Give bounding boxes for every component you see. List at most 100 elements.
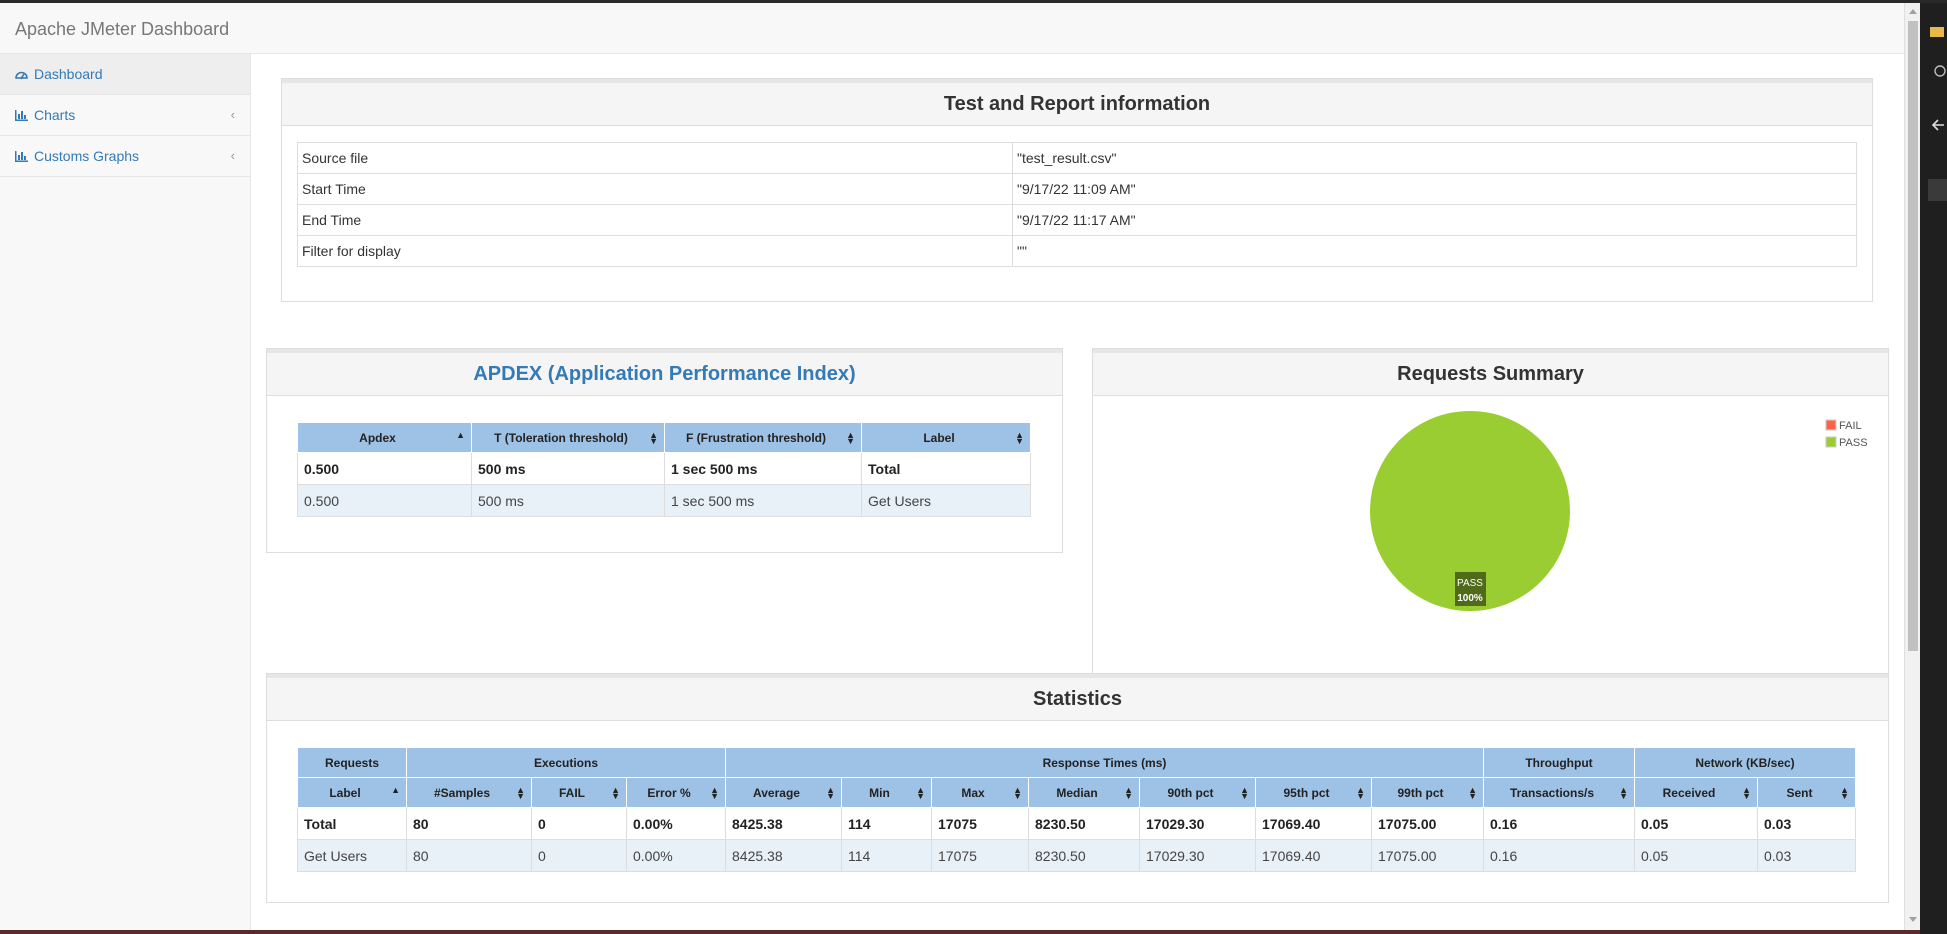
table-cell: 17069.40 <box>1255 839 1372 872</box>
column-header-fail[interactable]: FAIL ▲ ▼ <box>531 777 627 808</box>
table-cell: 80 <box>406 807 532 840</box>
table-cell: 0 <box>531 839 627 872</box>
scroll-up-icon[interactable] <box>1909 9 1917 14</box>
table-cell: 0.00% <box>626 839 726 872</box>
table-cell: Get Users <box>861 484 1031 517</box>
sort-icon: ▲ ▼ <box>826 785 835 801</box>
table-cell: Total <box>297 807 407 840</box>
pie-percent: 100% <box>1457 593 1483 604</box>
legend-label-pass[interactable]: PASS <box>1839 437 1868 449</box>
column-header-received[interactable]: Received ▲ ▼ <box>1634 777 1758 808</box>
table-row: 0.500 500 ms 1 sec 500 ms Total <box>297 452 1031 485</box>
sidebar-item-label: Dashboard <box>34 66 103 82</box>
bar-chart-icon <box>15 109 28 121</box>
sort-asc-icon: ▲ <box>391 785 400 795</box>
table-cell: 0.03 <box>1757 839 1856 872</box>
group-header-throughput: Throughput <box>1483 747 1635 778</box>
info-value: "9/17/22 11:09 AM" <box>1012 173 1857 205</box>
column-header-min[interactable]: Min ▲ ▼ <box>841 777 932 808</box>
table-cell: 500 ms <box>471 484 665 517</box>
info-key: Start Time <box>297 173 1013 205</box>
sort-icon: ▲ ▼ <box>649 430 658 446</box>
table-group-header-row: Requests Executions Response Times (ms) … <box>297 747 1856 778</box>
legend-swatch-fail <box>1825 419 1837 431</box>
column-header-toleration[interactable]: T (Toleration threshold) ▲ ▼ <box>471 422 665 453</box>
info-value: "" <box>1012 235 1857 267</box>
sort-icon: ▲ ▼ <box>1468 785 1477 801</box>
arrow-left-icon <box>1931 119 1944 131</box>
pie-slice-pass[interactable] <box>1370 411 1570 611</box>
column-header-95th-pct[interactable]: 95th pct ▲ ▼ <box>1255 777 1372 808</box>
column-header-samples[interactable]: #Samples ▲ ▼ <box>406 777 532 808</box>
legend-label-fail[interactable]: FAIL <box>1839 420 1862 432</box>
sort-icon: ▲ ▼ <box>1124 785 1133 801</box>
pie-label-box <box>1455 572 1486 606</box>
sort-icon: ▲ ▼ <box>1356 785 1365 801</box>
sidebar-item-label: Customs Graphs <box>34 148 140 164</box>
sort-icon: ▲ ▼ <box>1015 430 1024 446</box>
sidebar: Dashboard Charts ‹ Customs Graphs ‹ <box>0 54 251 934</box>
sidebar-item-customs-graphs[interactable]: Customs Graphs ‹ <box>0 136 250 177</box>
table-cell: 80 <box>406 839 532 872</box>
window-bottom-border <box>0 930 1920 934</box>
table-row: Start Time "9/17/22 11:09 AM" <box>297 173 1857 205</box>
sort-icon: ▲ ▼ <box>1619 785 1628 801</box>
folder-icon <box>1930 27 1944 37</box>
table-cell: 17075.00 <box>1371 807 1484 840</box>
apdex-table: Apdex ▲ T (Toleration threshold) ▲ ▼ F (Fru… <box>297 422 1031 517</box>
column-header-transactions[interactable]: Transactions/s ▲ ▼ <box>1483 777 1635 808</box>
column-header-90th-pct[interactable]: 90th pct ▲ ▼ <box>1139 777 1256 808</box>
sort-icon: ▲ ▼ <box>710 785 719 801</box>
scroll-down-icon[interactable] <box>1909 917 1917 922</box>
table-row: End Time "9/17/22 11:17 AM" <box>297 204 1857 236</box>
group-header-network: Network (KB/sec) <box>1634 747 1856 778</box>
chevron-left-icon[interactable]: ‹ <box>230 107 235 122</box>
column-header-frustration[interactable]: F (Frustration threshold) ▲ ▼ <box>664 422 862 453</box>
statistics-panel-title: Statistics <box>267 674 1888 721</box>
table-cell: 114 <box>841 839 932 872</box>
table-cell: 1 sec 500 ms <box>664 452 862 485</box>
pie-label: PASS <box>1457 578 1483 589</box>
column-header-label[interactable]: Label ▲ ▼ <box>861 422 1031 453</box>
info-key: Source file <box>297 142 1013 174</box>
table-cell: 0.16 <box>1483 839 1635 872</box>
sort-icon: ▲ ▼ <box>916 785 925 801</box>
highlight-bar <box>1928 179 1947 201</box>
adjacent-window-icons <box>1928 27 1947 201</box>
group-header-requests: Requests <box>297 747 407 778</box>
info-key: Filter for display <box>297 235 1013 267</box>
bar-chart-icon <box>15 150 28 162</box>
sidebar-item-dashboard[interactable]: Dashboard <box>0 54 250 95</box>
column-header-apdex[interactable]: Apdex ▲ <box>297 422 472 453</box>
sort-icon: ▲ ▼ <box>516 785 525 801</box>
column-header-median[interactable]: Median ▲ ▼ <box>1028 777 1140 808</box>
column-header-error-pct[interactable]: Error % ▲ ▼ <box>626 777 726 808</box>
table-cell: 0 <box>531 807 627 840</box>
sort-icon: ▲ ▼ <box>846 430 855 446</box>
vertical-scrollbar[interactable] <box>1904 3 1920 930</box>
app-title[interactable]: Apache JMeter Dashboard <box>15 19 230 39</box>
table-row: Total 80 0 0.00% 8425.38 114 17075 8230.… <box>297 807 1856 840</box>
chevron-left-icon[interactable]: ‹ <box>230 148 235 163</box>
scrollbar-thumb[interactable] <box>1908 21 1918 651</box>
info-panel: Test and Report information Source file … <box>281 78 1873 302</box>
column-header-average[interactable]: Average ▲ ▼ <box>725 777 842 808</box>
column-header-max[interactable]: Max ▲ ▼ <box>931 777 1029 808</box>
table-cell: 0.00% <box>626 807 726 840</box>
column-header-label[interactable]: Label ▲ <box>297 777 407 808</box>
column-header-sent[interactable]: Sent ▲ ▼ <box>1757 777 1856 808</box>
table-cell: 114 <box>841 807 932 840</box>
table-cell: 17075.00 <box>1371 839 1484 872</box>
table-header-row: Label ▲ #Samples ▲ ▼ FAIL ▲ ▼ Error % ▲ ▼ Avera… <box>297 777 1856 808</box>
table-header-row: Apdex ▲ T (Toleration threshold) ▲ ▼ F (Fru… <box>297 422 1031 453</box>
table-cell: 17029.30 <box>1139 807 1256 840</box>
info-panel-title: Test and Report information <box>282 79 1872 126</box>
requests-summary-pie-chart: PASS 100% FAIL PASS <box>1370 411 1868 611</box>
info-value: "9/17/22 11:17 AM" <box>1012 204 1857 236</box>
sidebar-item-charts[interactable]: Charts ‹ <box>0 95 250 136</box>
legend-swatch-pass <box>1825 436 1837 448</box>
apdex-panel: APDEX (Application Performance Index) Ap… <box>266 348 1063 553</box>
sort-icon: ▲ ▼ <box>1742 785 1751 801</box>
chart-legend: FAIL PASS <box>1825 419 1868 449</box>
column-header-99th-pct[interactable]: 99th pct ▲ ▼ <box>1371 777 1484 808</box>
